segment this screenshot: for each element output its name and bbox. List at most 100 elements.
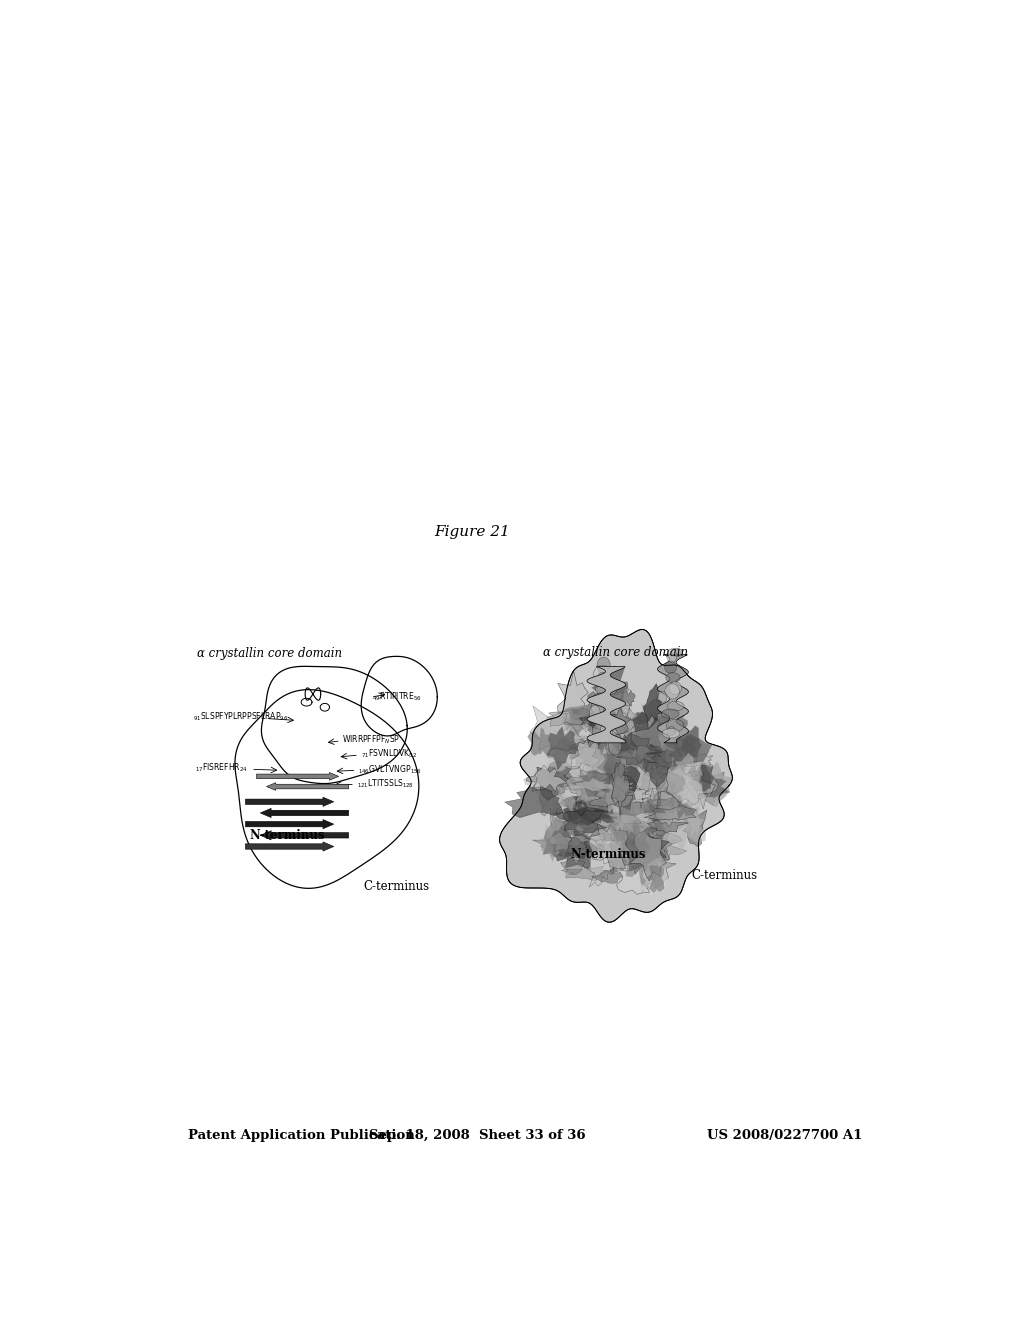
Polygon shape — [595, 715, 605, 730]
Polygon shape — [579, 799, 601, 825]
Polygon shape — [596, 704, 611, 713]
Text: $_{146}$GVLTVNGP$_{156}$: $_{146}$GVLTVNGP$_{156}$ — [358, 763, 422, 776]
Polygon shape — [607, 768, 629, 808]
Polygon shape — [671, 752, 702, 783]
Polygon shape — [666, 673, 680, 682]
Polygon shape — [548, 832, 571, 850]
Polygon shape — [626, 776, 660, 796]
Polygon shape — [641, 855, 668, 898]
Polygon shape — [687, 760, 718, 809]
Polygon shape — [540, 785, 567, 826]
Polygon shape — [684, 766, 725, 805]
Polygon shape — [638, 792, 684, 805]
FancyArrow shape — [260, 830, 348, 840]
Polygon shape — [689, 814, 706, 825]
Polygon shape — [637, 729, 662, 772]
Polygon shape — [603, 791, 650, 828]
Polygon shape — [598, 734, 639, 760]
Polygon shape — [612, 812, 653, 849]
Polygon shape — [565, 770, 612, 812]
Polygon shape — [643, 684, 663, 722]
Polygon shape — [593, 763, 627, 801]
Polygon shape — [672, 726, 696, 775]
Polygon shape — [608, 759, 622, 810]
Polygon shape — [577, 771, 617, 785]
Polygon shape — [607, 750, 639, 789]
Polygon shape — [581, 793, 599, 813]
Polygon shape — [575, 726, 592, 739]
Polygon shape — [596, 755, 638, 808]
Polygon shape — [592, 867, 623, 883]
Polygon shape — [603, 788, 625, 814]
Polygon shape — [552, 818, 568, 841]
Polygon shape — [643, 710, 659, 756]
Polygon shape — [634, 776, 664, 799]
Polygon shape — [537, 762, 572, 800]
Polygon shape — [570, 770, 618, 797]
Polygon shape — [601, 719, 647, 734]
Polygon shape — [586, 692, 607, 733]
Polygon shape — [523, 764, 568, 797]
Polygon shape — [600, 808, 624, 840]
Polygon shape — [603, 770, 628, 817]
Polygon shape — [578, 814, 607, 840]
Polygon shape — [655, 750, 693, 776]
Polygon shape — [611, 767, 624, 799]
Polygon shape — [587, 774, 603, 793]
Polygon shape — [587, 793, 611, 808]
Polygon shape — [559, 796, 596, 821]
Polygon shape — [601, 766, 622, 805]
Polygon shape — [544, 764, 573, 789]
Polygon shape — [633, 741, 653, 788]
Text: N-terminus: N-terminus — [570, 849, 645, 861]
Polygon shape — [644, 788, 658, 821]
Polygon shape — [647, 734, 684, 752]
Polygon shape — [590, 700, 630, 714]
Polygon shape — [598, 715, 613, 734]
Polygon shape — [592, 698, 604, 715]
Polygon shape — [682, 726, 701, 764]
Polygon shape — [597, 783, 632, 807]
Polygon shape — [602, 775, 642, 791]
Polygon shape — [656, 705, 688, 735]
Polygon shape — [646, 865, 665, 892]
Polygon shape — [608, 766, 636, 791]
Polygon shape — [638, 828, 687, 861]
Polygon shape — [600, 760, 614, 807]
Polygon shape — [578, 704, 624, 731]
Polygon shape — [599, 721, 613, 737]
Polygon shape — [616, 799, 666, 816]
Polygon shape — [526, 771, 573, 793]
Polygon shape — [650, 791, 664, 804]
Polygon shape — [592, 693, 612, 708]
Polygon shape — [547, 710, 590, 726]
Polygon shape — [633, 730, 674, 767]
Polygon shape — [594, 700, 630, 727]
Polygon shape — [566, 708, 584, 735]
Polygon shape — [623, 708, 642, 738]
Polygon shape — [594, 766, 643, 801]
Polygon shape — [610, 770, 623, 804]
Polygon shape — [623, 750, 635, 792]
Polygon shape — [590, 800, 618, 845]
Polygon shape — [640, 698, 668, 733]
Polygon shape — [579, 739, 628, 781]
Polygon shape — [621, 690, 635, 706]
Polygon shape — [625, 807, 638, 850]
Polygon shape — [608, 764, 633, 788]
Polygon shape — [620, 836, 652, 853]
Polygon shape — [607, 766, 633, 807]
Polygon shape — [546, 747, 574, 771]
Polygon shape — [618, 826, 670, 874]
Polygon shape — [598, 672, 610, 681]
Text: $_{121}$LTITSSLS$_{128}$: $_{121}$LTITSSLS$_{128}$ — [356, 777, 414, 789]
Polygon shape — [587, 667, 626, 743]
Polygon shape — [597, 780, 608, 793]
Polygon shape — [604, 779, 638, 793]
Polygon shape — [580, 739, 614, 788]
Polygon shape — [634, 800, 646, 825]
Polygon shape — [658, 777, 697, 821]
Polygon shape — [601, 774, 638, 810]
Text: α crystallin core domain: α crystallin core domain — [543, 645, 688, 659]
Polygon shape — [594, 665, 611, 684]
